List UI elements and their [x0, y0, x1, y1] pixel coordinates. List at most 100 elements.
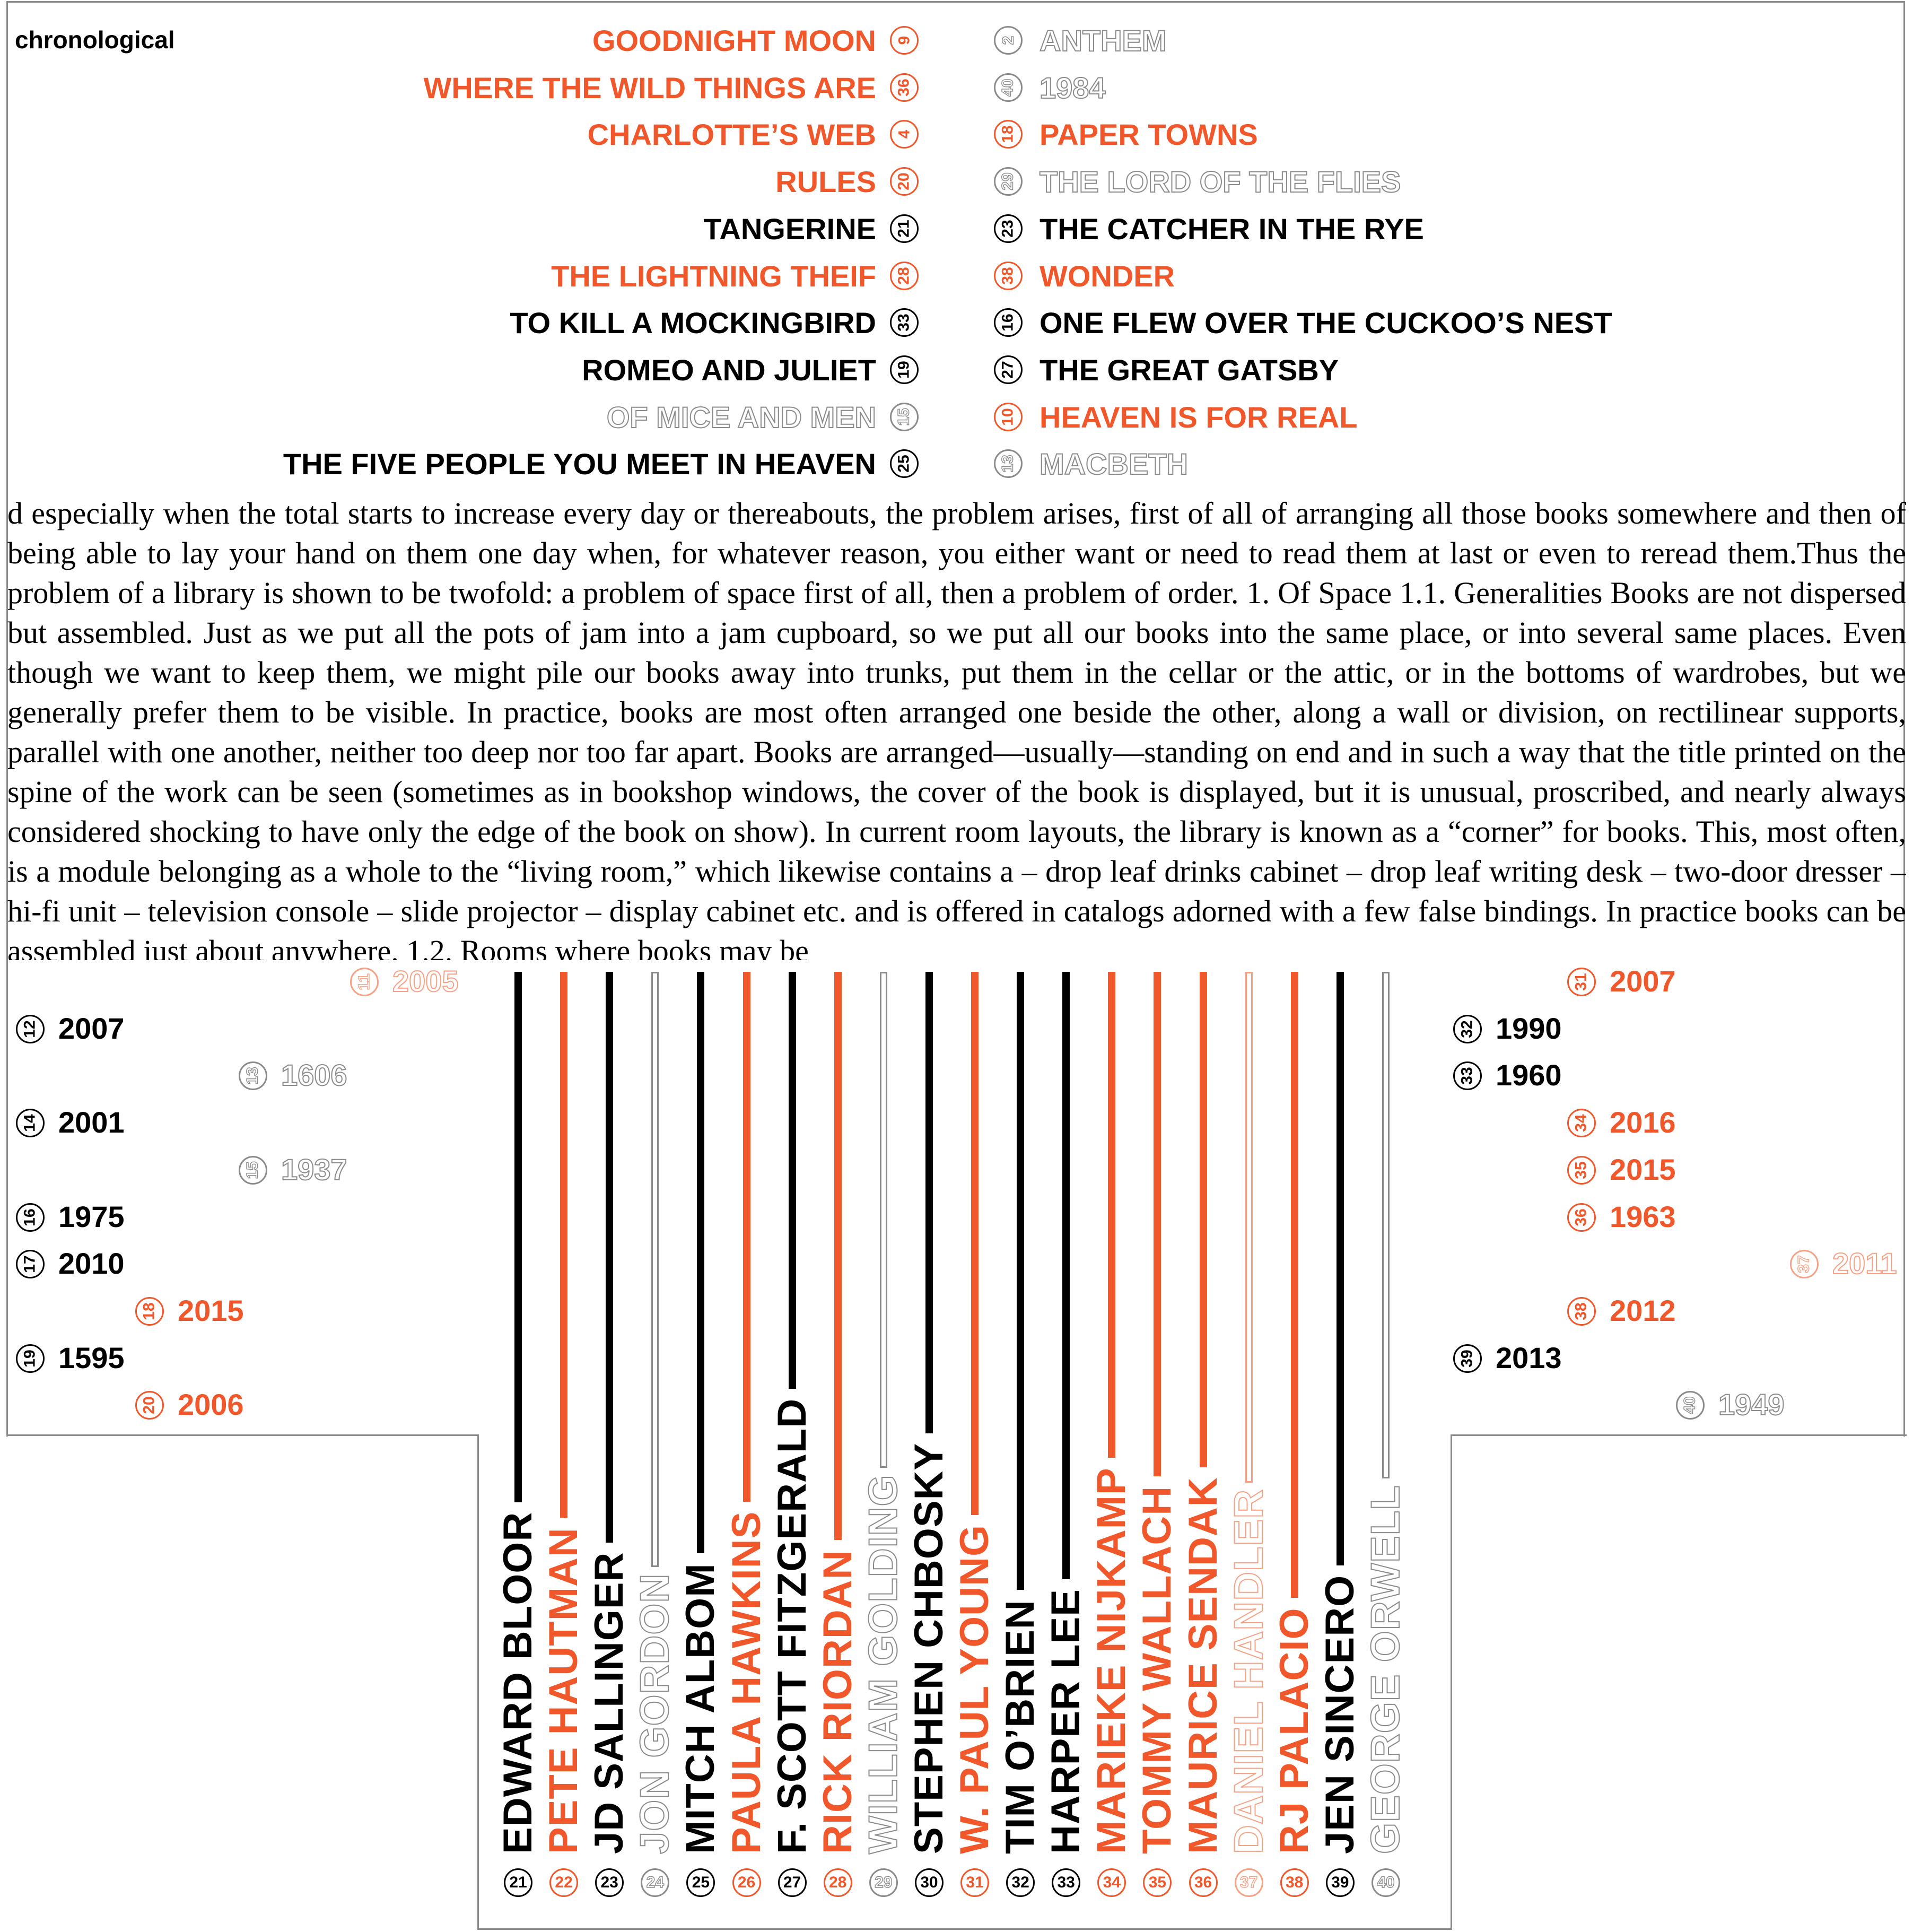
number-badge-text: 13	[999, 455, 1017, 473]
author-name: TIM O’BRIEN	[998, 1599, 1043, 1854]
author-name: F. SCOTT FITZGERALD	[769, 1398, 815, 1854]
title-right: THE GREAT GATSBY	[1040, 353, 1339, 387]
number-badge: 33	[1052, 1868, 1081, 1897]
number-badge: 36	[1189, 1868, 1218, 1897]
author-name: RICK RIORDAN	[815, 1550, 860, 1854]
year-label: 2011	[1832, 1247, 1897, 1281]
number-badge: 20	[890, 167, 919, 196]
title-right: WONDER	[1040, 259, 1175, 293]
year-label: 1975	[58, 1199, 125, 1233]
author-name: GEORGE ORWELL	[1362, 1484, 1409, 1855]
number-badge-text: 23	[600, 1874, 618, 1891]
frame-stem-bottom	[477, 1928, 1452, 1930]
title-left: TANGERINE	[703, 212, 876, 246]
number-badge-text: 16	[21, 1208, 39, 1226]
number-badge-text: 40	[999, 78, 1017, 97]
spine-line	[1154, 972, 1161, 1476]
number-badge-text: 38	[999, 266, 1017, 285]
year-label: 2015	[1610, 1152, 1676, 1186]
number-badge: 40	[1676, 1391, 1705, 1420]
author-name: JD SALLINGER	[587, 1552, 632, 1854]
spine-line	[879, 972, 887, 1468]
number-badge: 32	[1006, 1868, 1035, 1897]
number-badge: 34	[1567, 1109, 1596, 1138]
number-badge-text: 36	[1194, 1874, 1212, 1891]
title-right: ANTHEM	[1039, 23, 1167, 58]
number-badge-text: 10	[999, 407, 1017, 426]
number-badge-text: 37	[1795, 1255, 1813, 1274]
number-badge-text: 27	[783, 1874, 801, 1891]
number-badge-text: 14	[21, 1114, 39, 1132]
author-name: WILLIAM GOLDING	[860, 1474, 906, 1855]
author-name: MAURICE SENDAK	[1180, 1477, 1226, 1854]
spine-line	[1336, 972, 1344, 1565]
year-label: 2015	[178, 1293, 244, 1327]
title-right: MACBETH	[1039, 447, 1189, 481]
number-badge-text: 22	[555, 1874, 573, 1891]
number-badge: 32	[1453, 1014, 1482, 1043]
author-name: JON GORDON	[632, 1573, 678, 1855]
title-right: ONE FLEW OVER THE CUCKOO’S NEST	[1040, 306, 1612, 340]
number-badge: 31	[1567, 968, 1596, 996]
number-badge-text: 9	[895, 36, 913, 45]
spine-line	[697, 972, 705, 1554]
year-label: 2001	[58, 1106, 125, 1139]
title-right: PAPER TOWNS	[1040, 118, 1258, 152]
number-badge: 35	[1567, 1155, 1596, 1185]
year-label: 1949	[1718, 1388, 1785, 1422]
spine-line	[743, 972, 750, 1502]
number-badge-text: 25	[692, 1874, 710, 1891]
number-badge: 23	[994, 214, 1023, 243]
year-label: 2013	[1496, 1341, 1562, 1374]
number-badge-text: 35	[1573, 1161, 1590, 1179]
page-label: chronological	[15, 26, 175, 54]
title-left: CHARLOTTE’S WEB	[587, 118, 876, 152]
number-badge-text: 28	[895, 266, 913, 285]
number-badge-text: 4	[895, 130, 913, 139]
number-badge-text: 12	[21, 1020, 39, 1038]
year-label: 1937	[281, 1152, 348, 1186]
number-badge-text: 38	[1286, 1874, 1304, 1891]
number-badge-text: 33	[1057, 1874, 1075, 1891]
number-badge: 21	[504, 1868, 532, 1897]
number-badge: 24	[641, 1868, 670, 1897]
number-badge-text: 34	[1103, 1874, 1121, 1891]
number-badge-text: 39	[1331, 1874, 1349, 1891]
number-badge: 39	[1453, 1344, 1482, 1373]
year-label: 2007	[1610, 964, 1676, 998]
year-label: 2016	[1610, 1106, 1676, 1139]
number-badge-text: 40	[1376, 1874, 1395, 1891]
number-badge-text: 35	[1148, 1874, 1167, 1891]
number-badge: 28	[890, 261, 919, 290]
number-badge: 17	[16, 1250, 45, 1279]
number-badge-text: 19	[21, 1349, 39, 1368]
number-badge: 29	[869, 1868, 898, 1897]
title-right: THE LORD OF THE FLIES	[1039, 164, 1401, 199]
number-badge-text: 15	[895, 407, 913, 426]
spine-line	[1290, 972, 1298, 1598]
spine-line	[1199, 972, 1207, 1468]
year-label: 1963	[1610, 1199, 1676, 1233]
number-badge-text: 15	[243, 1161, 261, 1179]
number-badge-text: 26	[737, 1874, 756, 1891]
number-badge: 29	[994, 167, 1023, 196]
number-badge-text: 16	[999, 314, 1017, 332]
number-badge: 36	[1567, 1203, 1596, 1232]
spine-line	[560, 972, 568, 1518]
number-badge-text: 27	[999, 361, 1017, 379]
number-badge: 10	[994, 402, 1023, 431]
number-badge: 39	[1325, 1868, 1355, 1897]
number-badge-text: 40	[1681, 1396, 1699, 1415]
number-badge: 16	[16, 1203, 45, 1232]
number-badge-text: 34	[1573, 1114, 1590, 1132]
number-badge: 37	[1790, 1250, 1819, 1279]
number-badge-text: 23	[999, 220, 1017, 238]
number-badge-text: 21	[895, 220, 913, 238]
number-badge: 34	[1097, 1868, 1126, 1897]
number-badge: 28	[823, 1868, 852, 1897]
number-badge: 33	[890, 308, 919, 337]
number-badge: 18	[994, 120, 1023, 149]
number-badge: 27	[778, 1868, 807, 1897]
spine-line	[834, 972, 842, 1541]
number-badge: 12	[16, 1014, 45, 1043]
